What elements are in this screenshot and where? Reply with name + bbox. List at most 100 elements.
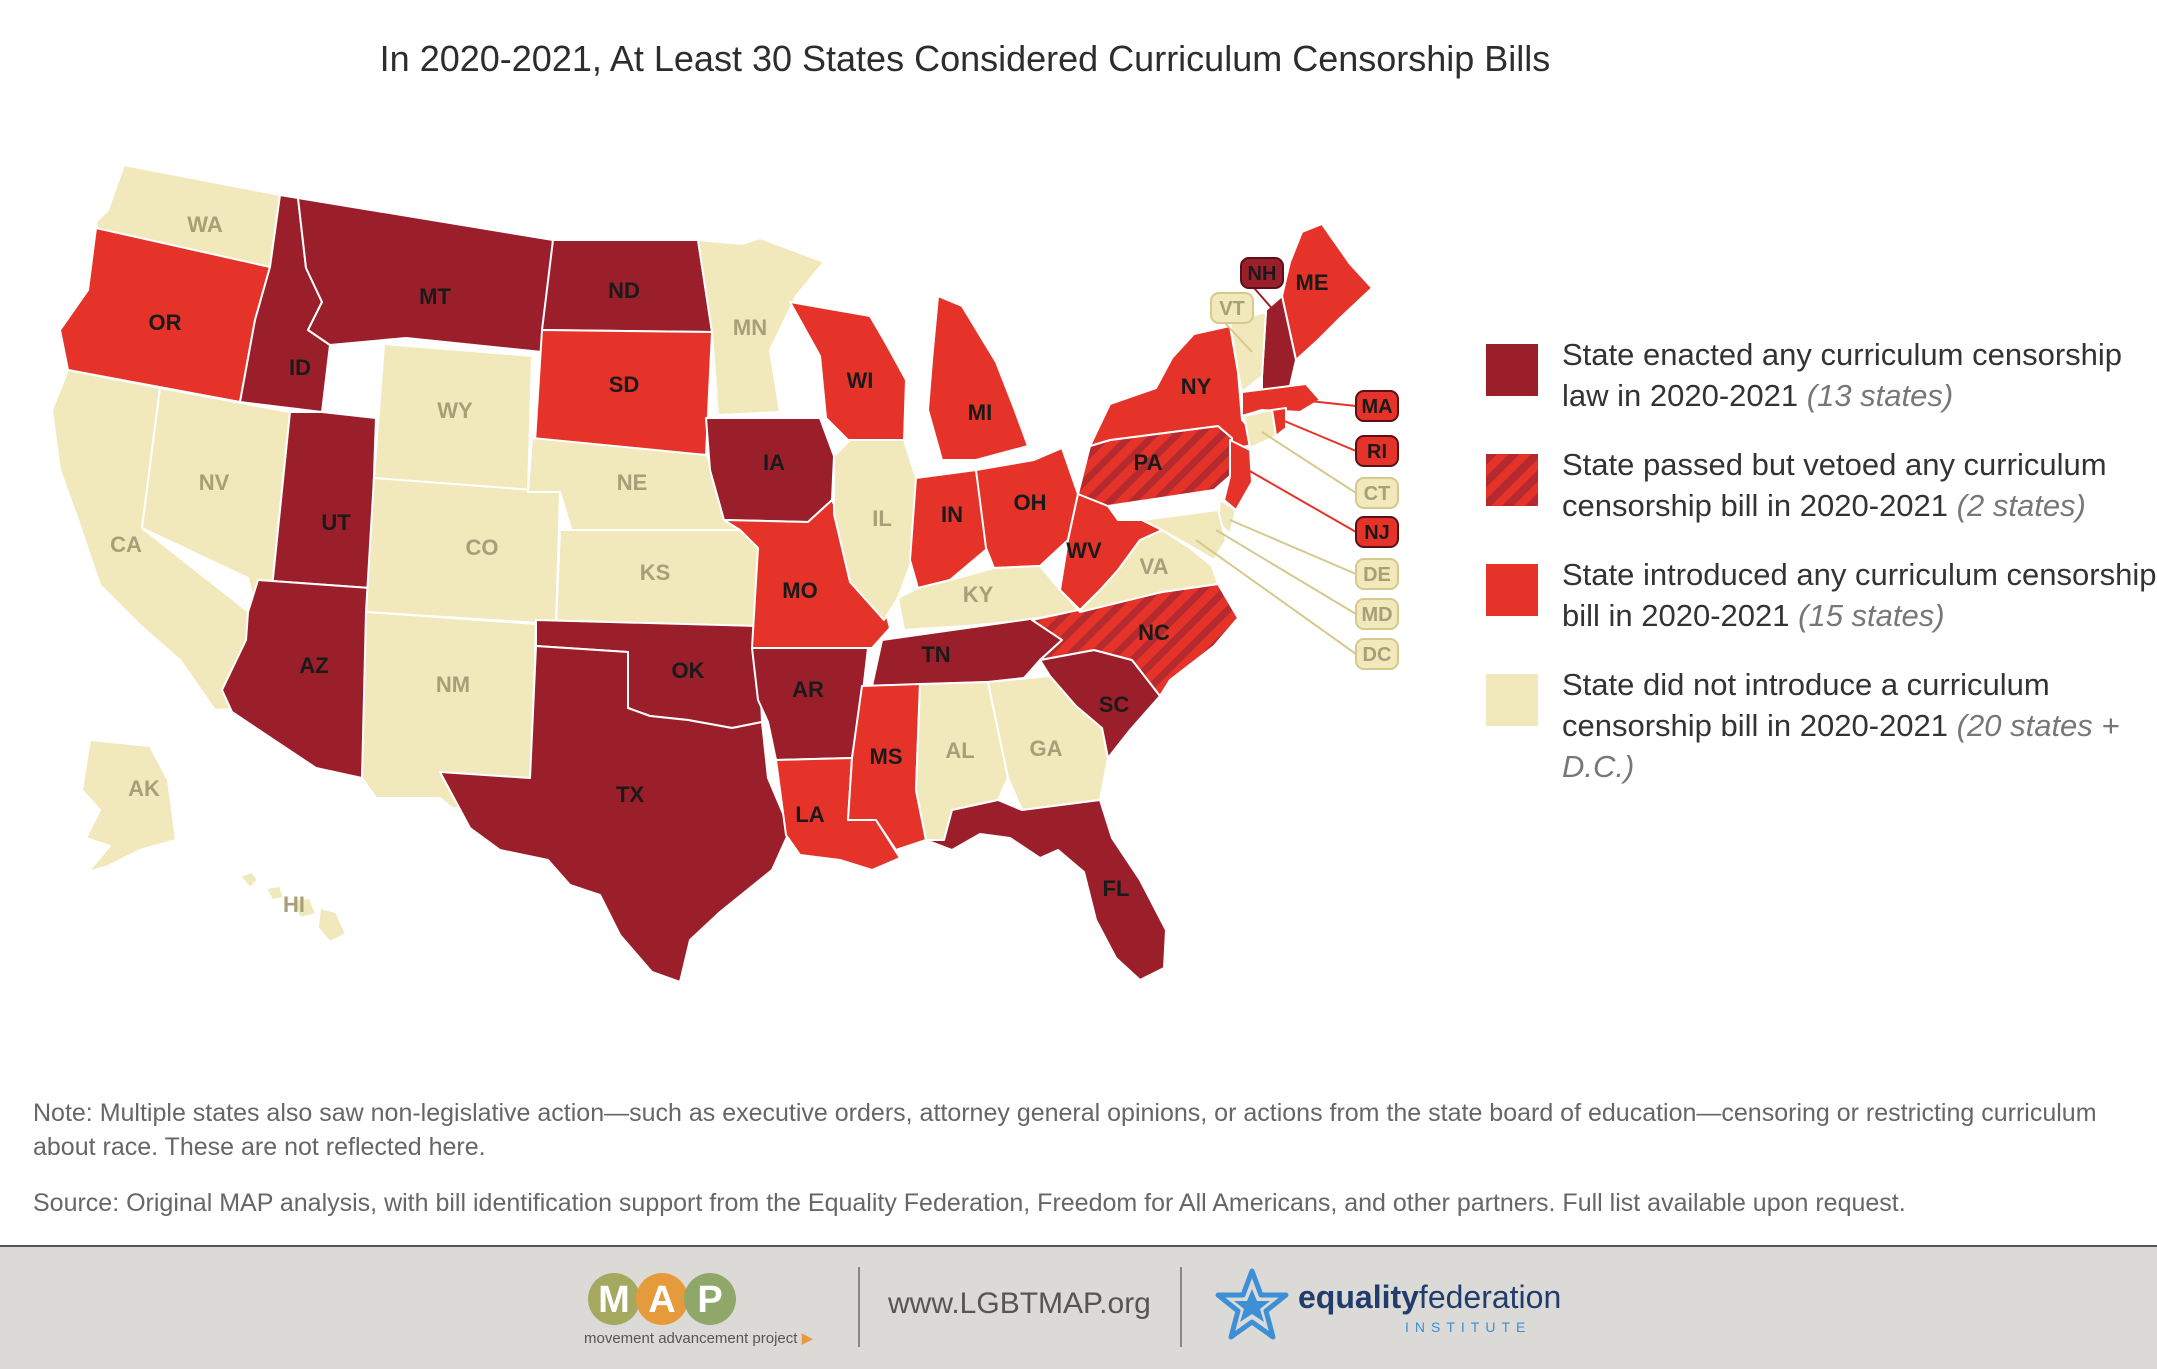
state-label-ga: GA [1030,736,1063,761]
state-label-co: CO [466,535,499,560]
legend-text-introduced: State introduced any curriculum censorsh… [1562,557,2157,633]
state-label-mt: MT [419,284,451,309]
legend-swatch-vetoed [1486,454,1538,506]
state-mt [297,197,554,353]
state-label-wa: WA [187,212,223,237]
legend-count-introduced: (15 states) [1798,598,1945,633]
legend-item-none: State did not introduce a curriculum cen… [1486,664,2156,784]
legend-swatch-enacted [1486,344,1538,396]
callout-line-ma [1299,399,1357,407]
state-label-va: VA [1140,554,1169,579]
state-label-oh: OH [1014,490,1047,515]
callout-line-ct [1261,431,1357,494]
callout-line-nj [1247,469,1357,533]
state-label-or: OR [149,310,182,335]
callout-box-nj [1355,516,1399,548]
state-label-de: DE [1363,564,1391,586]
state-il [833,439,917,621]
state-label-ia: IA [763,450,785,475]
callout-box-ri [1355,435,1399,467]
state-label-wi: WI [847,368,874,393]
legend-item-introduced: State introduced any curriculum censorsh… [1486,554,2156,664]
state-label-nj: NJ [1364,522,1390,544]
state-label-in: IN [941,502,963,527]
equality-federation-subtitle: INSTITUTE [1405,1319,1532,1335]
state-label-tn: TN [921,642,950,667]
legend-swatch-introduced [1486,564,1538,616]
star-logo-icon [1215,1268,1289,1340]
note-text: Note: Multiple states also saw non-legis… [33,1099,2097,1161]
state-label-hi: HI [283,892,305,917]
state-label-ca: CA [110,532,142,557]
callout-box-nh [1240,257,1284,289]
legend-swatch-none [1486,674,1538,726]
legend-item-enacted: State enacted any curriculum censorship … [1486,334,2156,444]
state-label-ny: NY [1181,374,1212,399]
state-ny [1089,325,1263,451]
state-label-me: ME [1296,270,1329,295]
state-label-ne: NE [617,470,648,495]
state-label-ky: KY [963,582,994,607]
state-label-nc: NC [1138,620,1170,645]
play-arrow-icon: ▶ [801,1330,814,1347]
state-label-ak: AK [128,776,160,801]
callout-box-md [1355,598,1399,630]
legend-item-vetoed: State passed but vetoed any curriculum c… [1486,444,2156,554]
legend-count-vetoed: (2 states) [1956,488,2086,523]
state-mi [927,295,1029,461]
state-label-nd: ND [608,278,640,303]
callout-box-ct [1355,477,1399,509]
svg-text:M: M [598,1279,630,1321]
map-subtitle: movement advancement project ▶ [584,1330,814,1347]
legend-count-enacted: (13 states) [1806,378,1954,413]
footer-divider [858,1267,860,1347]
state-label-pa: PA [1134,450,1163,475]
callout-line-ri [1281,419,1357,452]
state-ar [751,647,869,761]
equality-federation-logo-text: equalityfederation [1298,1279,1562,1315]
state-tx [439,645,791,983]
state-label-ok: OK [672,658,705,683]
state-label-tx: TX [616,782,644,807]
state-label-az: AZ [299,653,328,678]
us-map: WA OR CA NV ID MT WY UT AZ CO NM ND SD NE KS OK TX MN IA MO… [51,164,1399,983]
legend-text-none: State did not introduce a curriculum cen… [1562,667,2050,743]
state-label-fl: FL [1103,876,1130,901]
state-label-nh: NH [1248,263,1277,285]
state-label-mn: MN [733,315,767,340]
legend-count-none: (20 states + D.C.) [1562,708,2120,784]
state-label-ut: UT [321,510,351,535]
state-label-ri: RI [1367,441,1387,463]
state-label-nm: NM [436,672,470,697]
callout-line-de [1229,519,1357,575]
state-label-nv: NV [199,470,230,495]
callout-box-dc [1355,638,1399,670]
state-ct [1243,409,1277,449]
callout-box-ma [1355,390,1399,422]
state-in [909,469,989,589]
legend: State enacted any curriculum censorship … [1486,334,2156,784]
website-link[interactable]: www.LGBTMAP.org [888,1287,1151,1320]
map-title: In 2020-2021, At Least 30 States Conside… [379,38,1551,79]
state-label-sd: SD [609,372,640,397]
state-label-la: LA [795,802,824,827]
callout-line-dc [1195,539,1357,655]
svg-text:P: P [697,1279,722,1321]
state-label-ms: MS [870,744,903,769]
state-label-mi: MI [968,400,992,425]
callout-line-md [1215,529,1357,615]
source-text: Source: Original MAP analysis, with bill… [33,1189,1906,1217]
state-label-md: MD [1361,604,1392,626]
state-label-id: ID [289,355,311,380]
state-label-wy: WY [437,398,473,423]
state-label-dc: DC [1363,644,1392,666]
state-vt [1229,311,1267,393]
footer: M A P movement advancement project ▶ www… [0,1245,2157,1369]
state-label-ma: MA [1361,396,1392,418]
state-label-sc: SC [1099,692,1130,717]
state-label-ar: AR [792,677,824,702]
state-me [1281,223,1373,361]
state-mn [697,237,825,416]
state-ak [81,739,177,873]
state-co [365,477,561,625]
